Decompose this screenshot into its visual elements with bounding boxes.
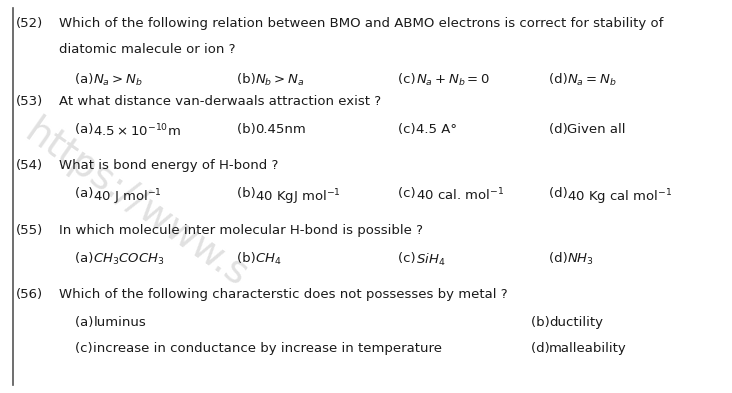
Text: (c): (c) <box>398 73 420 86</box>
Text: (d): (d) <box>549 123 572 136</box>
Text: (a): (a) <box>75 252 98 264</box>
Text: 40 cal. mol$^{-1}$: 40 cal. mol$^{-1}$ <box>417 187 504 204</box>
Text: luminus: luminus <box>94 316 146 329</box>
Text: (d): (d) <box>549 187 572 200</box>
Text: $4.5\times10^{-10}$m: $4.5\times10^{-10}$m <box>94 123 182 139</box>
Text: (b): (b) <box>237 123 260 136</box>
Text: 40 Kg cal mol$^{-1}$: 40 Kg cal mol$^{-1}$ <box>567 187 672 207</box>
Text: In which molecule inter molecular H-bond is possible ?: In which molecule inter molecular H-bond… <box>59 224 423 237</box>
Text: increase in conductance by increase in temperature: increase in conductance by increase in t… <box>94 342 442 355</box>
Text: (d): (d) <box>531 342 554 355</box>
Text: (c): (c) <box>398 252 420 264</box>
Text: 40 J mol$^{-1}$: 40 J mol$^{-1}$ <box>94 187 163 207</box>
Text: (a): (a) <box>75 316 98 329</box>
Text: (a): (a) <box>75 73 98 86</box>
Text: (b): (b) <box>237 252 260 264</box>
Text: $N_b > N_a$: $N_b > N_a$ <box>255 73 305 88</box>
Text: 40 KgJ mol$^{-1}$: 40 KgJ mol$^{-1}$ <box>255 187 340 207</box>
Text: diatomic malecule or ion ?: diatomic malecule or ion ? <box>59 43 236 56</box>
Text: $N_a + N_b = 0$: $N_a + N_b = 0$ <box>417 73 490 88</box>
Text: https://www.s: https://www.s <box>18 113 255 295</box>
Text: (c): (c) <box>398 123 420 136</box>
Text: (d): (d) <box>549 73 572 86</box>
Text: Which of the following characterstic does not possesses by metal ?: Which of the following characterstic doe… <box>59 288 507 301</box>
Text: (a): (a) <box>75 123 98 136</box>
Text: $N_a > N_b$: $N_a > N_b$ <box>94 73 143 88</box>
Text: (b): (b) <box>531 316 554 329</box>
Text: (c): (c) <box>75 342 97 355</box>
Text: 4.5 A°: 4.5 A° <box>417 123 458 136</box>
Text: (a): (a) <box>75 187 98 200</box>
Text: (53): (53) <box>16 95 43 108</box>
Text: (52): (52) <box>16 17 43 30</box>
Text: $CH_4$: $CH_4$ <box>255 252 281 267</box>
Text: (d): (d) <box>549 252 572 264</box>
Text: (b): (b) <box>237 187 260 200</box>
Text: (c): (c) <box>398 187 420 200</box>
Text: (54): (54) <box>16 159 43 173</box>
Text: malleability: malleability <box>549 342 627 355</box>
Text: $SiH_4$: $SiH_4$ <box>417 252 446 268</box>
Text: What is bond energy of H-bond ?: What is bond energy of H-bond ? <box>59 159 278 173</box>
Text: Given all: Given all <box>567 123 625 136</box>
Text: $N_a = N_b$: $N_a = N_b$ <box>567 73 616 88</box>
Text: 0.45nm: 0.45nm <box>255 123 305 136</box>
Text: (56): (56) <box>16 288 43 301</box>
Text: $NH_3$: $NH_3$ <box>567 252 594 267</box>
Text: $CH_3COCH_3$: $CH_3COCH_3$ <box>94 252 165 267</box>
Text: ductility: ductility <box>549 316 603 329</box>
Text: At what distance van-derwaals attraction exist ?: At what distance van-derwaals attraction… <box>59 95 381 108</box>
Text: Which of the following relation between BMO and ABMO electrons is correct for st: Which of the following relation between … <box>59 17 663 30</box>
Text: (55): (55) <box>16 224 43 237</box>
Text: (b): (b) <box>237 73 260 86</box>
